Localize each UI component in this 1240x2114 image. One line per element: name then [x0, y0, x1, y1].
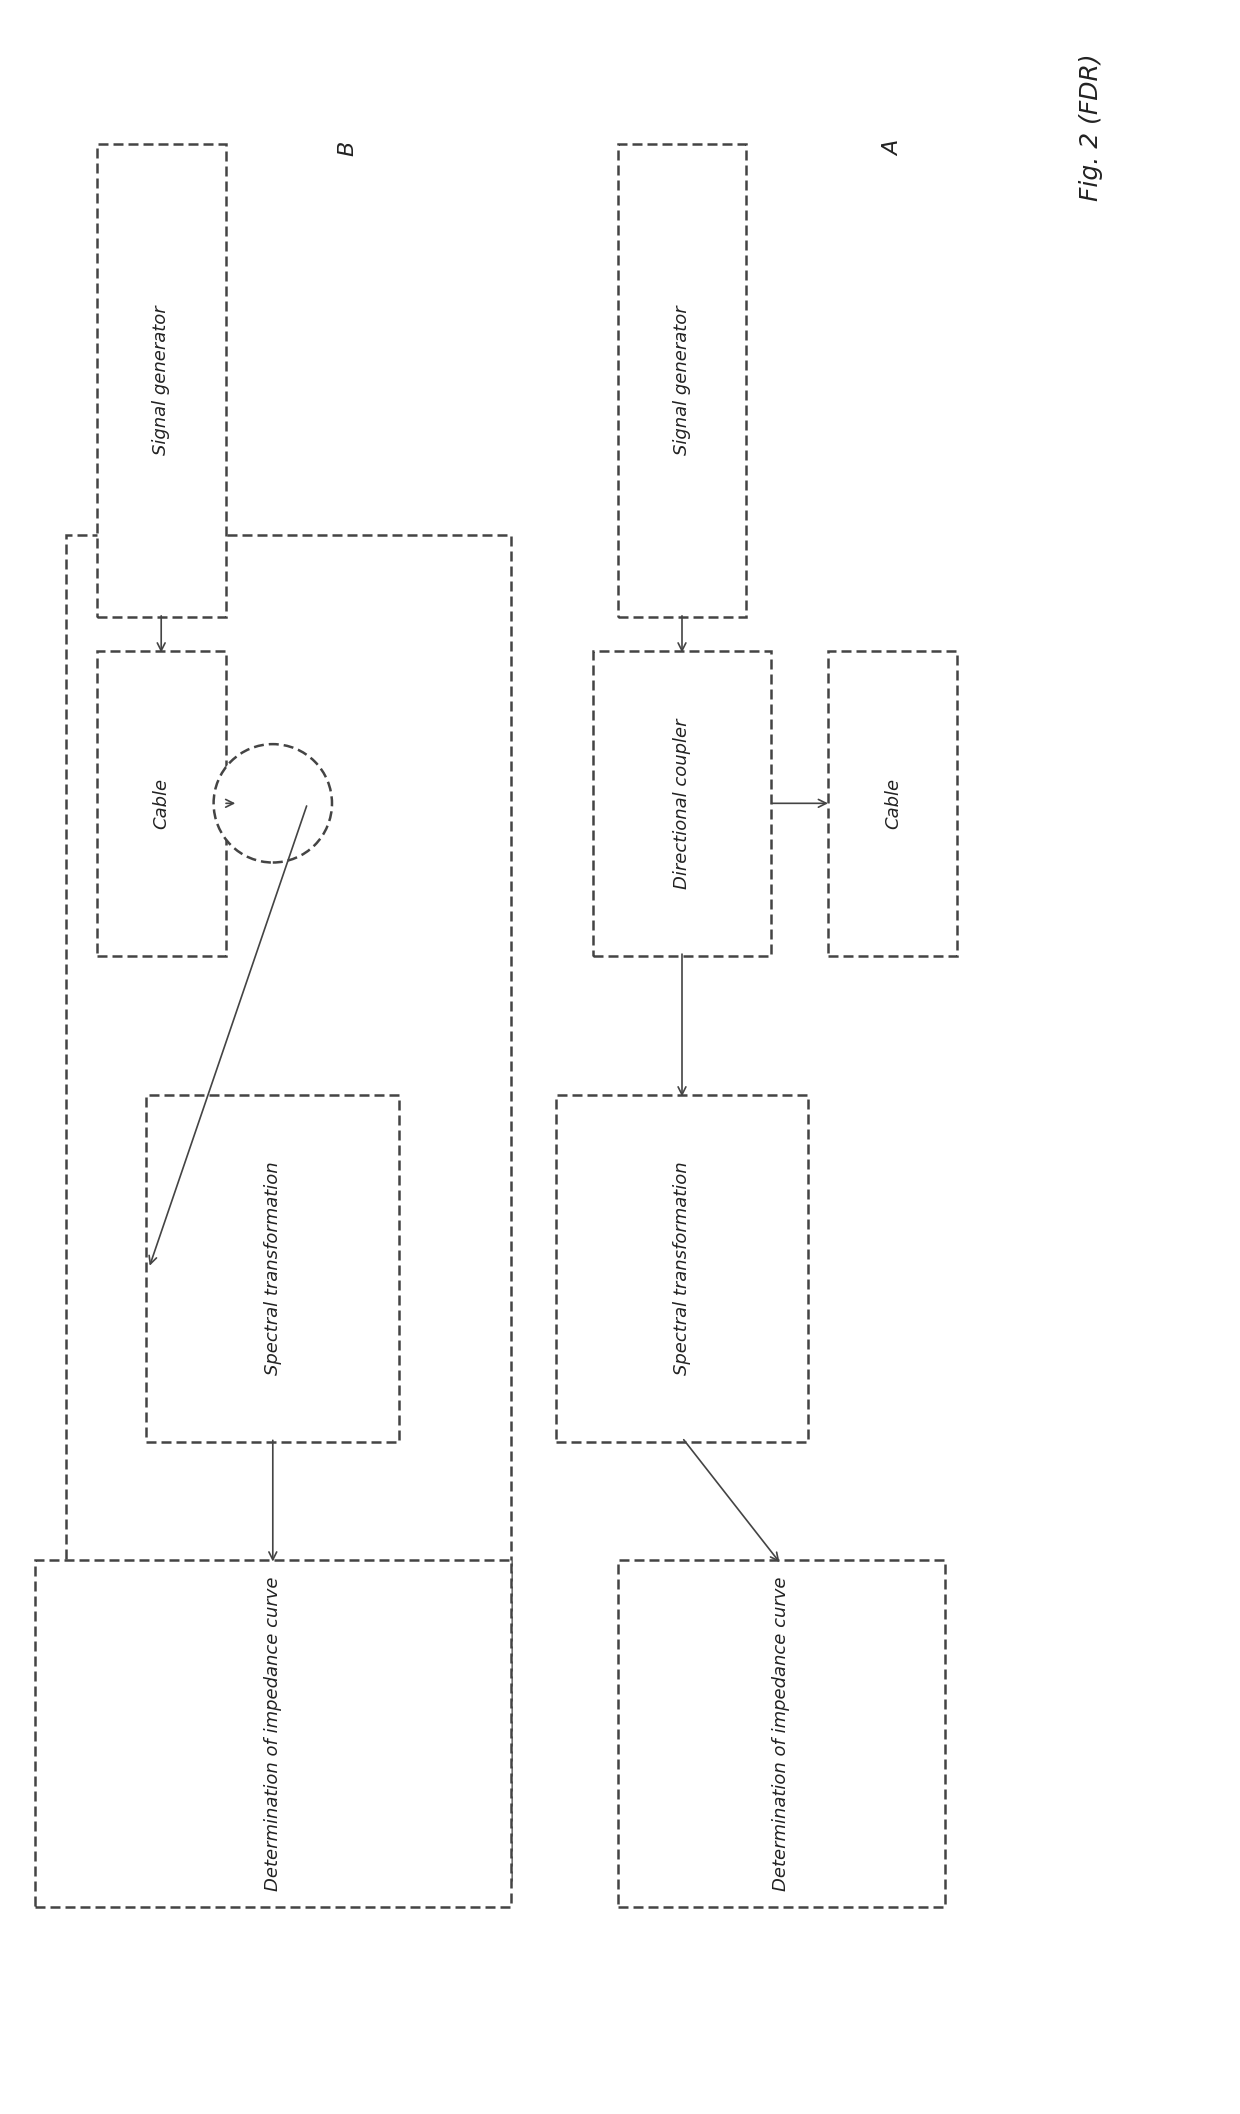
- Ellipse shape: [213, 744, 332, 863]
- Text: Signal generator: Signal generator: [673, 307, 691, 455]
- FancyBboxPatch shape: [618, 1560, 945, 1907]
- FancyBboxPatch shape: [618, 144, 746, 617]
- Text: B: B: [337, 140, 357, 156]
- Text: Directional coupler: Directional coupler: [673, 719, 691, 888]
- Text: Spectral transformation: Spectral transformation: [264, 1161, 281, 1376]
- FancyBboxPatch shape: [828, 651, 957, 956]
- FancyBboxPatch shape: [35, 1560, 511, 1907]
- Text: A: A: [883, 140, 903, 156]
- FancyBboxPatch shape: [97, 144, 226, 617]
- Text: Determination of impedance curve: Determination of impedance curve: [264, 1577, 281, 1890]
- Text: Cable: Cable: [153, 778, 170, 829]
- FancyBboxPatch shape: [146, 1095, 399, 1442]
- Text: Determination of impedance curve: Determination of impedance curve: [773, 1577, 790, 1890]
- FancyBboxPatch shape: [593, 651, 771, 956]
- Text: Spectral transformation: Spectral transformation: [673, 1161, 691, 1376]
- FancyBboxPatch shape: [97, 651, 226, 956]
- Text: Cable: Cable: [884, 778, 901, 829]
- FancyBboxPatch shape: [556, 1095, 808, 1442]
- Text: Fig. 2 (FDR): Fig. 2 (FDR): [1079, 53, 1104, 201]
- Text: Signal generator: Signal generator: [153, 307, 170, 455]
